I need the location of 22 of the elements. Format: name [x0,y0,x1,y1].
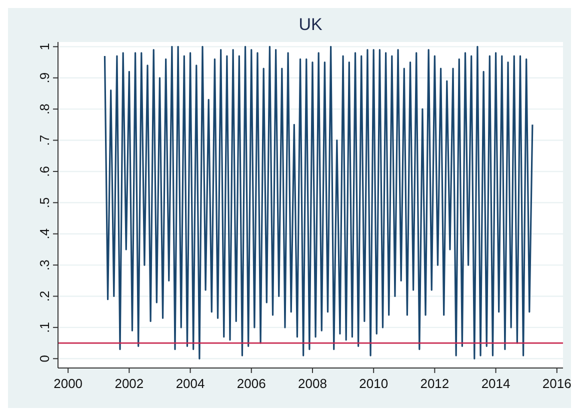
x-tick-label: 2000 [54,376,83,391]
x-tick-label: 2006 [236,376,266,391]
y-tick-label: .4 [37,228,52,240]
y-tick-label: .6 [37,166,52,177]
x-tick-label: 2016 [542,376,572,391]
y-tick-label: .8 [37,104,52,114]
y-tick-label: .1 [37,322,52,333]
y-tick-label: .5 [37,197,52,208]
y-tick-label: .9 [37,72,52,84]
x-tick-label: 2008 [298,376,327,391]
line-series [104,46,534,360]
chart-title: UK [298,15,323,34]
y-tick-label: 0 [37,355,52,362]
x-tick-label: 2010 [359,376,388,391]
x-tick-label: 2002 [114,376,144,391]
y-tick-label: .7 [37,134,52,146]
y-tick-label: .2 [37,290,52,302]
x-tick-label: 2012 [420,376,450,391]
y-tick-label: .3 [37,260,52,270]
x-tick-label: 2004 [176,376,205,391]
y-tick-label: 1 [37,43,52,50]
x-tick-label: 2014 [481,376,510,391]
